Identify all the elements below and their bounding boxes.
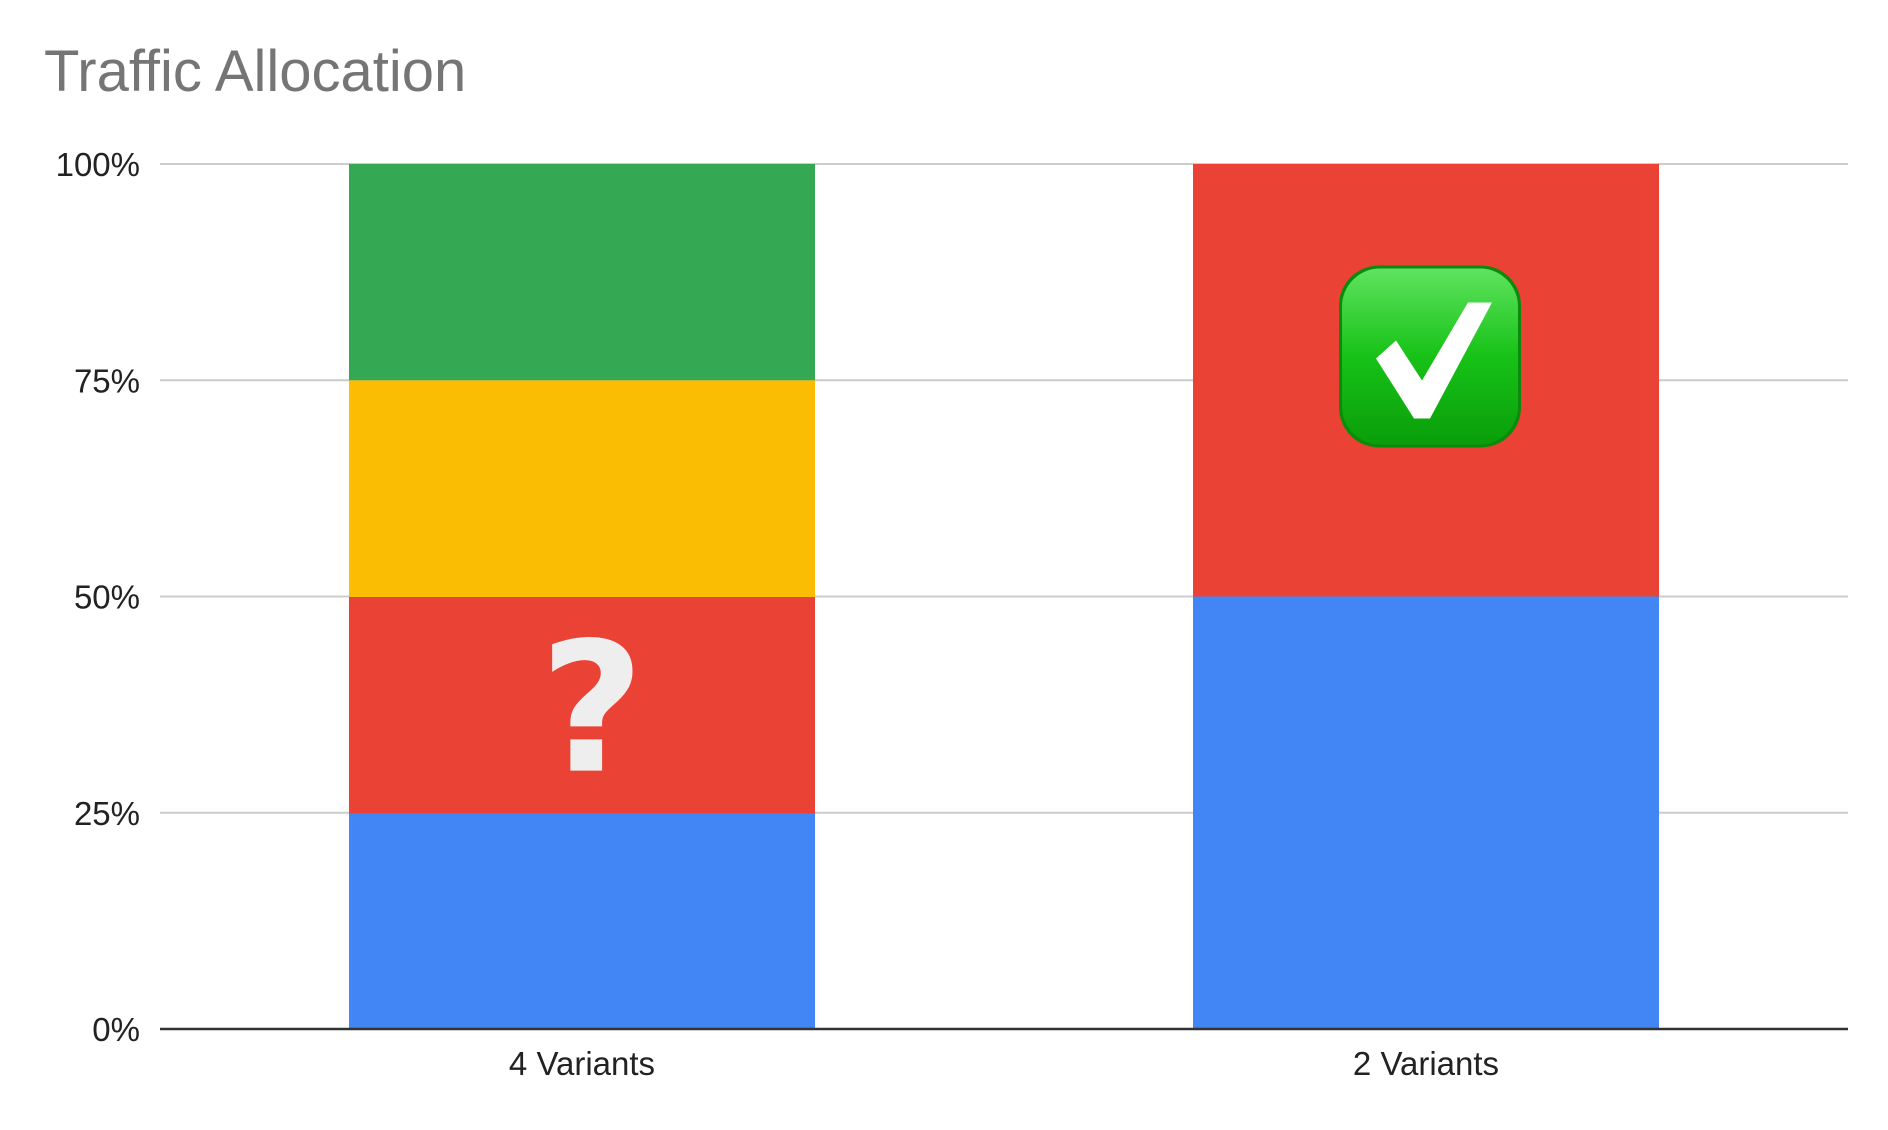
annotations: ? [540,265,1521,814]
chart-title: Traffic Allocation [44,39,467,104]
check-mark-icon [1339,265,1521,448]
bar-segment [1193,596,1659,1030]
x-tick-label: 2 Variants [1353,1045,1499,1082]
bars [349,164,1659,1030]
y-tick-label: 75% [74,362,140,399]
y-tick-label: 50% [74,579,140,616]
question-mark-icon: ? [540,605,644,814]
axis-labels: 0% 25% 50% 75% 100% 4 Variants 2 Variants [56,146,1499,1082]
bar-segment [349,596,815,814]
bar-segment [349,812,815,1030]
x-tick-label: 4 Variants [509,1045,655,1082]
bar-segment [349,380,815,597]
bar-segment [349,164,815,381]
y-tick-label: 25% [74,795,140,832]
y-tick-label: 0% [92,1011,140,1048]
y-tick-label: 100% [56,146,140,183]
